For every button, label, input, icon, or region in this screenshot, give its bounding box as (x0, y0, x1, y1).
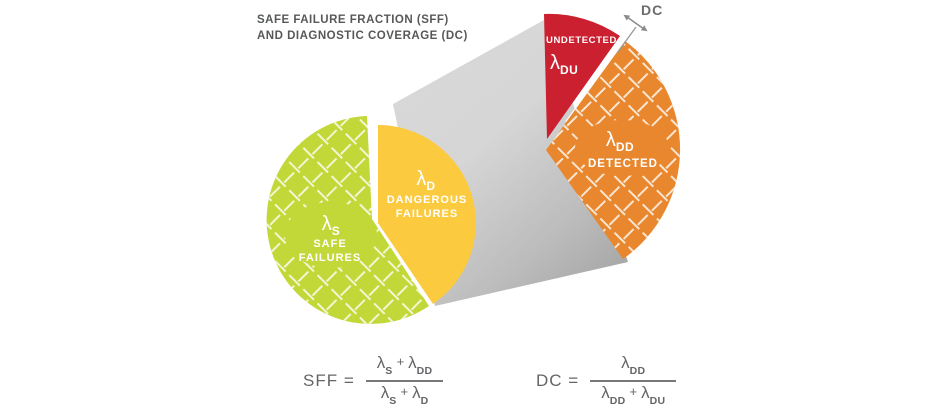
dc-fraction: λDD λDD+ λDU (590, 352, 677, 410)
dc-annotation-label: DC (641, 2, 663, 18)
sff-formula: SFF = λS+ λDD λS+ λD (303, 352, 444, 410)
safe-label-line1: SAFE (313, 238, 346, 250)
undetected-label: UNDETECTED (546, 35, 617, 46)
undetected-slice (544, 13, 620, 139)
dc-formula: DC = λDD λDD+ λDU (536, 352, 677, 410)
red-orange-divider (565, 41, 625, 123)
dc-lhs: DC = (536, 370, 580, 390)
safe-label-line2: FAILURES (299, 252, 361, 264)
dc-double-arrow-icon (623, 14, 648, 32)
title-line-2: AND DIAGNOSTIC COVERAGE (DC) (257, 29, 468, 42)
detected-label-backdrop (575, 120, 669, 176)
dangerous-label-line2: FAILURES (396, 208, 458, 220)
sff-numerator: λS+ λDD (376, 353, 433, 377)
detected-lambda: λDD (606, 129, 634, 154)
page-title: SAFE FAILURE FRACTION (SFF) AND DIAGNOST… (257, 13, 468, 44)
dc-numerator: λDD (621, 353, 646, 377)
sff-fraction: λS+ λDD λS+ λD (365, 352, 444, 410)
dangerous-failures-slice (378, 125, 476, 304)
safe-label-backdrop (285, 202, 377, 268)
detected-label: DETECTED (588, 158, 658, 170)
dc-fraction-bar (590, 380, 677, 382)
dc-denominator: λDD+ λDU (601, 382, 666, 407)
safe-lambda: λS (322, 213, 341, 238)
dangerous-lambda: λD (416, 168, 435, 193)
dc-extension-line (616, 26, 637, 53)
dangerous-label-line1: DANGEROUS (387, 194, 468, 206)
sff-fraction-bar (365, 380, 444, 382)
title-line-1: SAFE FAILURE FRACTION (SFF) (257, 14, 449, 26)
undetected-lambda: λDU (550, 52, 578, 77)
sff-lhs: SFF = (303, 370, 355, 390)
sff-denominator: λS+ λD (380, 382, 429, 407)
